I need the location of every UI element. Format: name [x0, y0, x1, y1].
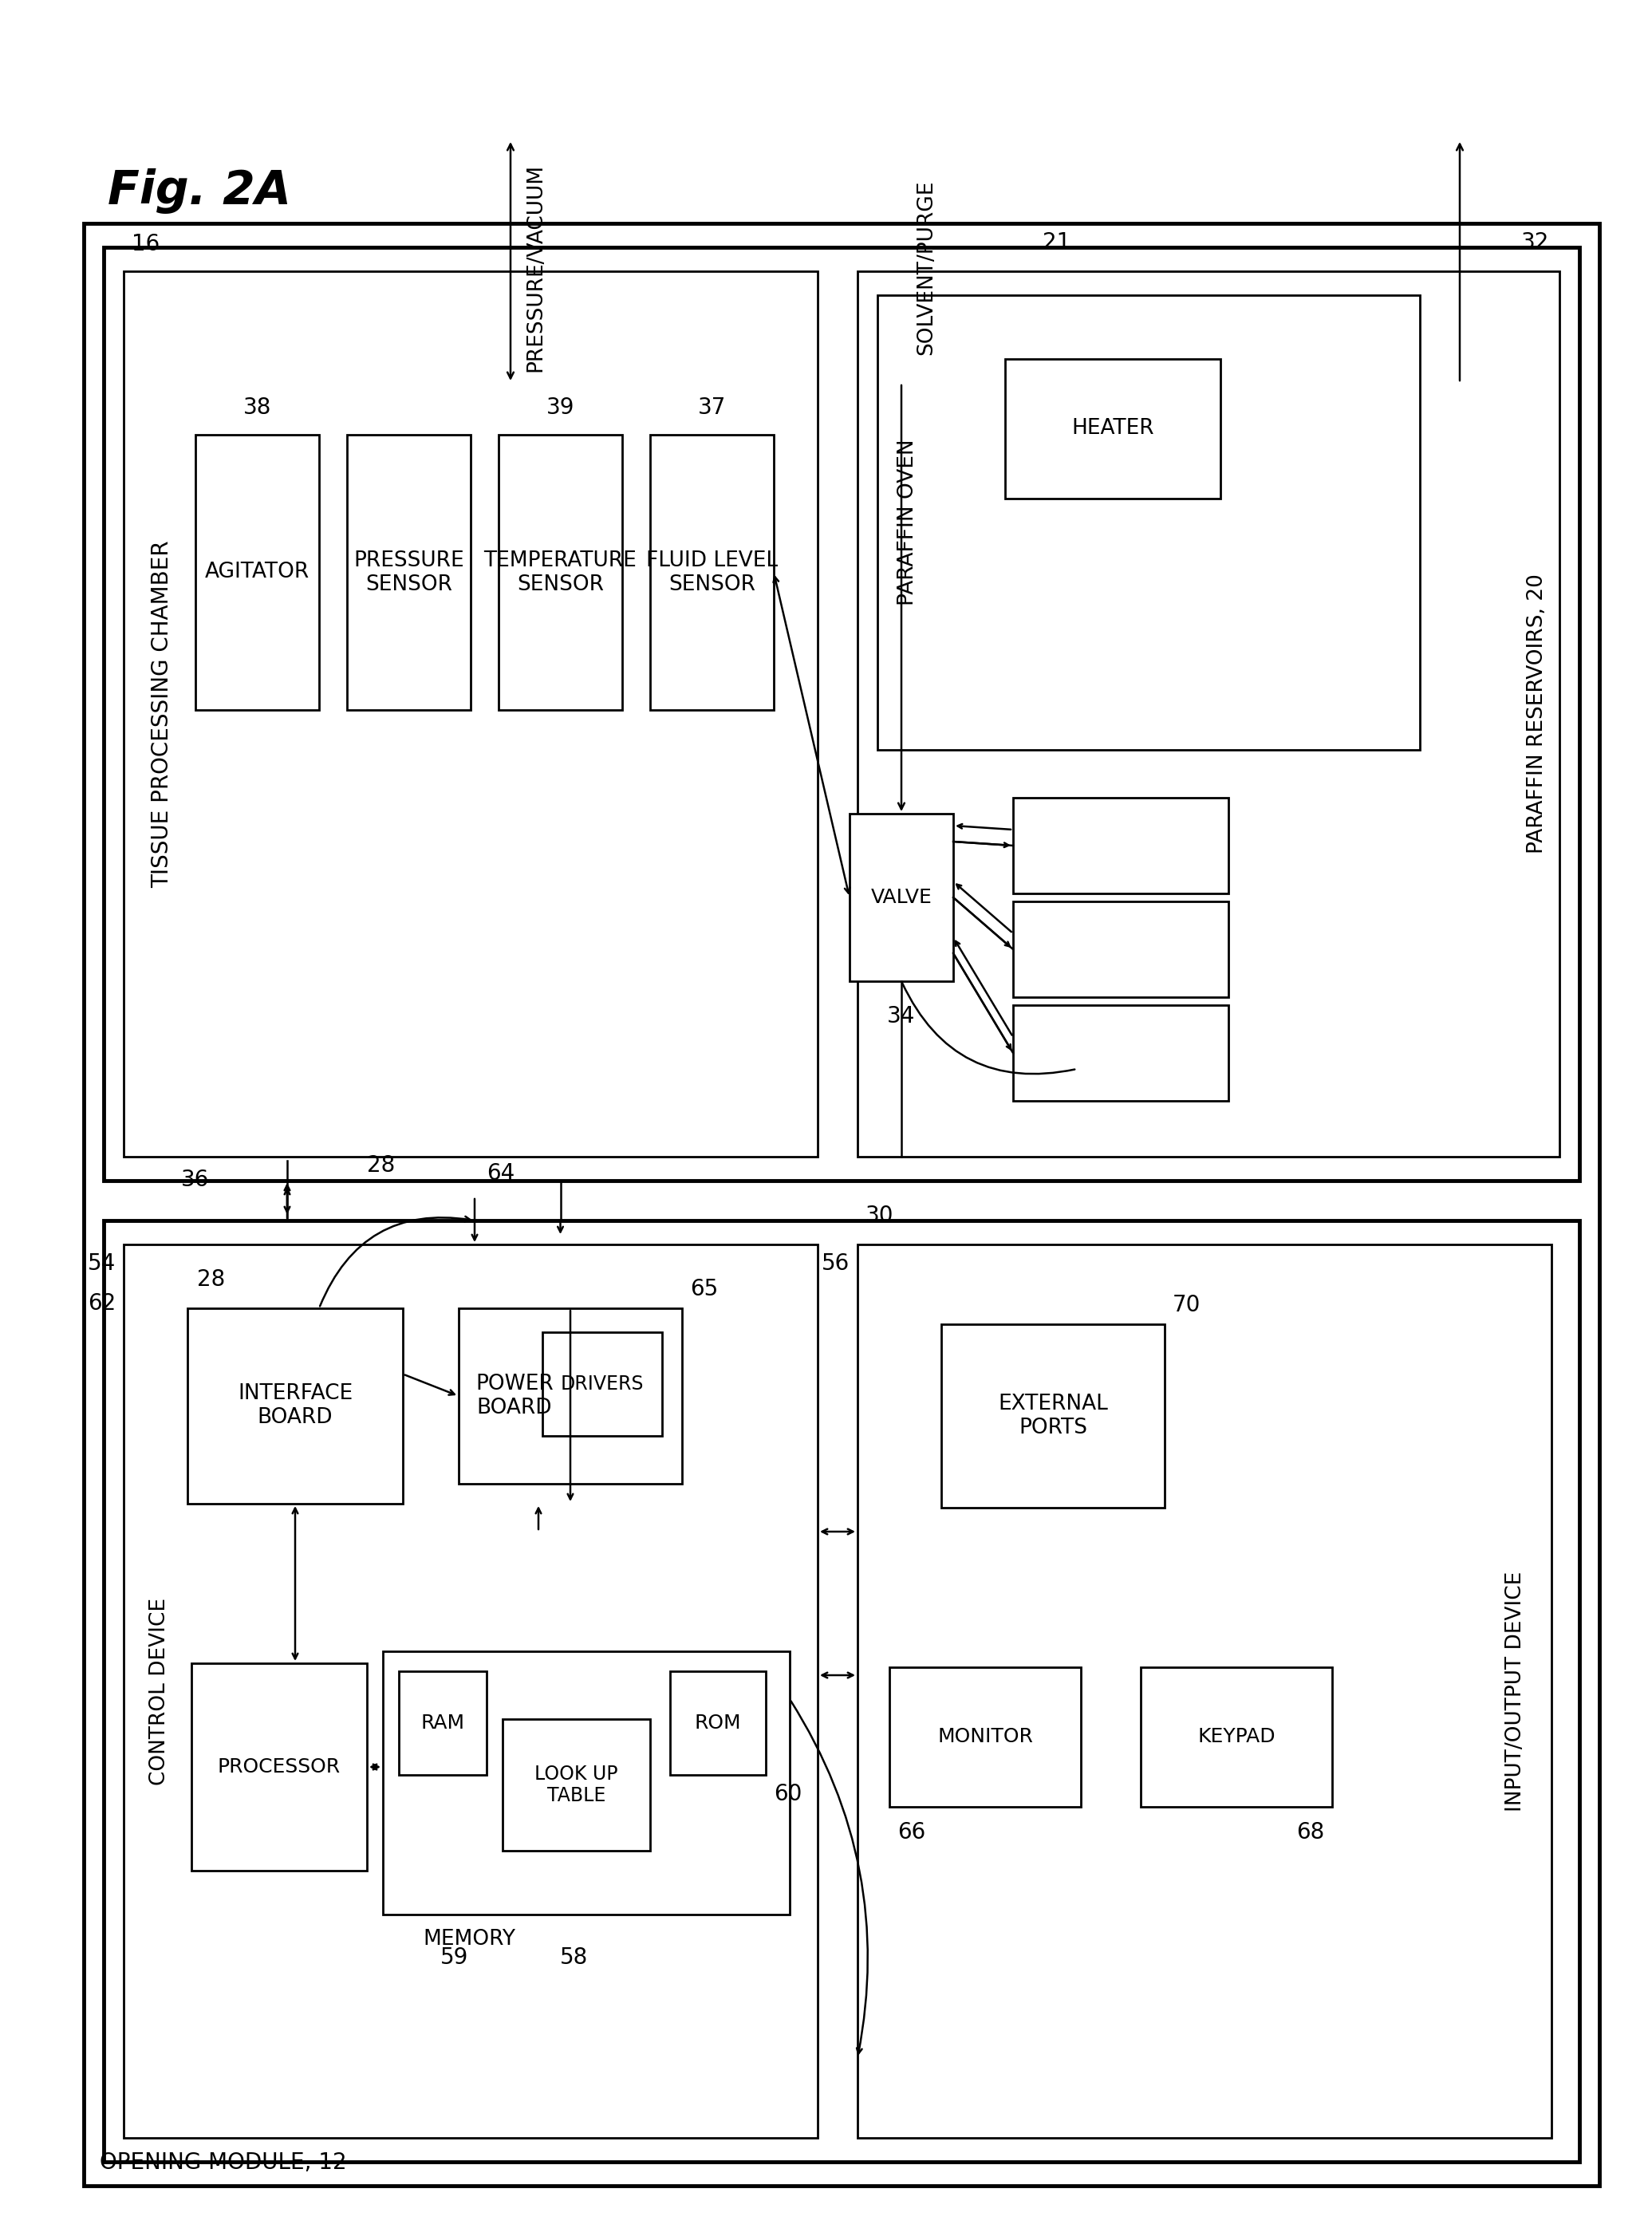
Bar [1013, 1006, 1229, 1100]
Text: 28: 28 [197, 1268, 225, 1290]
Text: 68: 68 [1297, 1821, 1325, 1844]
Bar [187, 1308, 403, 1503]
Text: CONTROL DEVICE: CONTROL DEVICE [149, 1597, 170, 1785]
Bar [195, 435, 319, 710]
Text: 34: 34 [887, 1006, 915, 1028]
Text: OPENING MODULE, 12: OPENING MODULE, 12 [99, 2150, 347, 2173]
Bar [1140, 1667, 1332, 1808]
Text: FLUID LEVEL
SENSOR: FLUID LEVEL SENSOR [646, 551, 778, 594]
Bar [671, 1671, 767, 1774]
Text: LOOK UP
TABLE: LOOK UP TABLE [535, 1765, 618, 1805]
Text: MONITOR: MONITOR [937, 1727, 1032, 1747]
Text: INPUT/OUTPUT DEVICE: INPUT/OUTPUT DEVICE [1505, 1570, 1526, 1812]
Bar [104, 1221, 1579, 2162]
Text: Fig. 2A: Fig. 2A [107, 168, 291, 215]
Text: 28: 28 [367, 1154, 395, 1176]
Text: PARAFFIN OVEN: PARAFFIN OVEN [897, 439, 919, 605]
Text: RAM: RAM [421, 1714, 464, 1734]
Bar [877, 296, 1419, 750]
Text: TISSUE PROCESSING CHAMBER: TISSUE PROCESSING CHAMBER [150, 540, 173, 887]
Bar [942, 1324, 1165, 1508]
Bar [857, 271, 1559, 1156]
Text: 59: 59 [441, 1947, 469, 1969]
Bar [383, 1651, 790, 1915]
Text: EXTERNAL
PORTS: EXTERNAL PORTS [998, 1393, 1108, 1438]
Text: 30: 30 [866, 1205, 894, 1228]
Text: PRESSURE
SENSOR: PRESSURE SENSOR [354, 551, 464, 594]
Bar [1013, 900, 1229, 997]
Text: VALVE: VALVE [871, 887, 932, 907]
Text: 64: 64 [487, 1163, 515, 1185]
Bar [398, 1671, 487, 1774]
Bar [347, 435, 471, 710]
Bar [84, 224, 1599, 2186]
Text: PARAFFIN RESERVOIRS, 20: PARAFFIN RESERVOIRS, 20 [1526, 573, 1548, 853]
Bar [849, 813, 953, 981]
Text: DRIVERS: DRIVERS [560, 1375, 644, 1393]
Text: 58: 58 [560, 1947, 588, 1969]
Text: 62: 62 [88, 1292, 116, 1315]
Bar [124, 1245, 818, 2137]
Bar [502, 1718, 651, 1850]
Text: SOLVENT/PURGE: SOLVENT/PURGE [915, 179, 937, 354]
Text: 65: 65 [691, 1279, 719, 1299]
Text: INTERFACE
BOARD: INTERFACE BOARD [238, 1384, 352, 1429]
Text: KEYPAD: KEYPAD [1198, 1727, 1275, 1747]
Text: 54: 54 [88, 1252, 116, 1275]
Bar [499, 435, 623, 710]
Text: 38: 38 [243, 396, 271, 419]
Text: 21: 21 [1042, 231, 1070, 253]
Bar [124, 271, 818, 1156]
Text: ROM: ROM [694, 1714, 742, 1734]
Bar [459, 1308, 682, 1483]
Text: 37: 37 [697, 396, 725, 419]
Text: HEATER: HEATER [1072, 419, 1155, 439]
Text: 36: 36 [182, 1169, 210, 1192]
Bar [1013, 797, 1229, 894]
Bar [1004, 358, 1221, 500]
Text: TEMPERATURE
SENSOR: TEMPERATURE SENSOR [484, 551, 638, 594]
Bar [651, 435, 773, 710]
Text: PRESSURE/VACUUM: PRESSURE/VACUUM [525, 164, 545, 372]
Bar [857, 1245, 1551, 2137]
Bar [192, 1664, 367, 1870]
Text: AGITATOR: AGITATOR [205, 562, 309, 582]
Text: PROCESSOR: PROCESSOR [218, 1758, 340, 1776]
Text: 60: 60 [773, 1783, 801, 1805]
Text: 16: 16 [132, 233, 160, 255]
Text: MEMORY: MEMORY [423, 1929, 515, 1949]
Bar [104, 246, 1579, 1180]
Text: 70: 70 [1173, 1295, 1201, 1317]
Text: 66: 66 [897, 1821, 925, 1844]
Text: 32: 32 [1521, 231, 1550, 253]
Text: 39: 39 [547, 396, 575, 419]
Bar [889, 1667, 1080, 1808]
Text: POWER
BOARD: POWER BOARD [476, 1373, 553, 1418]
Text: 56: 56 [821, 1252, 849, 1275]
Bar [542, 1333, 662, 1436]
